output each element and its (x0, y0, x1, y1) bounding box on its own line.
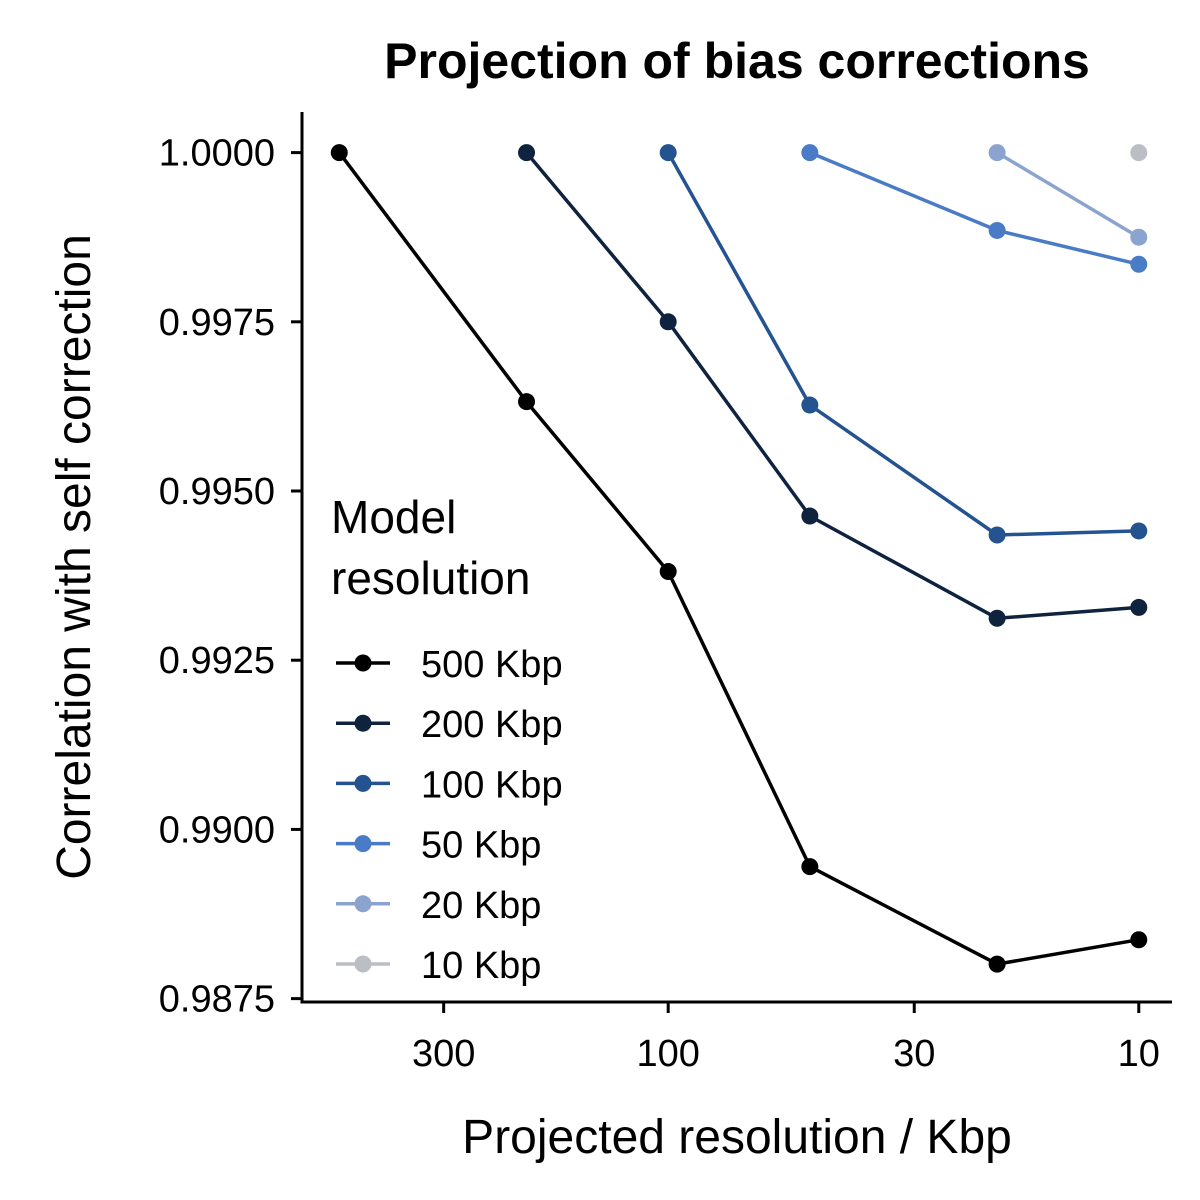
y-tick-label: 0.9875 (159, 979, 275, 1021)
legend-key-point (354, 714, 372, 732)
legend-item-50-kbp: 50 Kbp (336, 825, 541, 867)
y-tick-label: 0.9975 (159, 302, 275, 344)
legend-label: 200 Kbp (421, 704, 563, 746)
legend-key-point (354, 955, 372, 973)
legend-title-line-2: resolution (331, 552, 530, 604)
series-line-100-kbp (666, 151, 1139, 537)
data-point-500-kbp (1130, 931, 1148, 949)
data-point-500-kbp (659, 563, 677, 581)
data-point-100-kbp (1130, 522, 1148, 540)
series-200-kbp (518, 144, 1148, 627)
data-point-500-kbp (988, 955, 1006, 973)
y-tick-label: 1.0000 (159, 133, 275, 175)
data-point-50-kbp (801, 144, 819, 162)
series-500-kbp (330, 144, 1148, 973)
data-point-500-kbp (518, 393, 536, 411)
legend-label: 100 Kbp (421, 764, 563, 806)
y-axis-title: Correlation with self correction (48, 234, 101, 880)
legend-item-10-kbp: 10 Kbp (336, 945, 541, 987)
y-tick-label: 0.9950 (159, 471, 275, 513)
data-point-200-kbp (988, 609, 1006, 627)
legend-key-point (354, 835, 372, 853)
data-point-500-kbp (801, 858, 819, 876)
data-point-20-kbp (988, 144, 1006, 162)
data-point-10-kbp (1130, 144, 1148, 162)
legend-key-point (354, 774, 372, 792)
data-point-20-kbp (1130, 228, 1148, 246)
data-point-100-kbp (659, 144, 677, 162)
x-tick-label: 10 (1118, 1033, 1160, 1075)
legend-items: 500 Kbp 200 Kbp 100 Kbp 50 Kbp 20 Kbp 10 Kbp (336, 644, 563, 987)
y-tick-label: 0.9900 (159, 809, 275, 851)
series-20-kbp (988, 144, 1148, 246)
legend-label: 20 Kbp (421, 885, 541, 927)
series-50-kbp (801, 144, 1148, 273)
x-tick-label: 30 (893, 1033, 935, 1075)
y-ticks: 0.9875 0.9900 0.9925 0.9950 0.9975 1.0000 (159, 133, 302, 1021)
legend-item-500-kbp: 500 Kbp (336, 644, 563, 686)
legend-label: 50 Kbp (421, 825, 541, 867)
data-point-200-kbp (518, 144, 536, 162)
series-100-kbp (659, 144, 1148, 544)
data-point-200-kbp (659, 313, 677, 331)
legend-item-200-kbp: 200 Kbp (336, 704, 563, 746)
legend-title-line-1: Model (331, 491, 456, 543)
y-tick-label: 0.9925 (159, 640, 275, 682)
series-10-kbp (1130, 144, 1148, 162)
series-line-20-kbp (996, 151, 1140, 239)
legend-key-point (354, 895, 372, 913)
legend-title: Model resolution (331, 491, 530, 604)
axes (300, 112, 1172, 1004)
legend-label: 500 Kbp (421, 644, 563, 686)
series-line-500-kbp (337, 151, 1140, 966)
x-ticks: 300 100 30 10 (412, 1002, 1160, 1075)
x-tick-label: 300 (412, 1033, 475, 1075)
series-line-200-kbp (525, 151, 1139, 621)
chart-title: Projection of bias corrections (384, 33, 1090, 89)
data-point-500-kbp (330, 144, 348, 162)
data-point-50-kbp (988, 221, 1006, 239)
data-point-50-kbp (1130, 255, 1148, 273)
data-point-200-kbp (1130, 598, 1148, 616)
data-point-100-kbp (988, 526, 1006, 544)
x-tick-label: 100 (636, 1033, 699, 1075)
data-point-100-kbp (801, 396, 819, 414)
legend-key-point (354, 654, 372, 672)
legend-item-100-kbp: 100 Kbp (336, 764, 563, 806)
legend-item-20-kbp: 20 Kbp (336, 885, 541, 927)
data-point-200-kbp (801, 507, 819, 525)
legend-label: 10 Kbp (421, 945, 541, 987)
plot-series (330, 144, 1148, 973)
x-axis-title: Projected resolution / Kbp (462, 1111, 1012, 1164)
